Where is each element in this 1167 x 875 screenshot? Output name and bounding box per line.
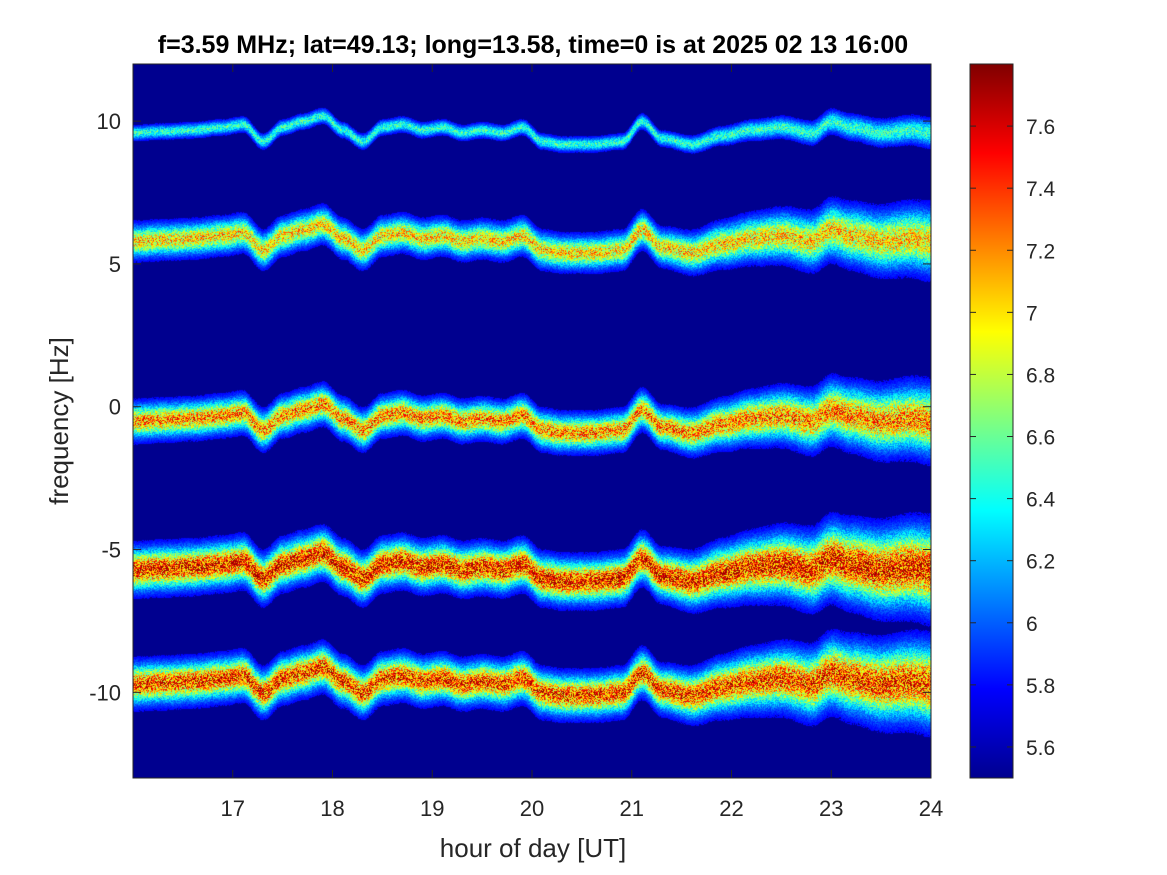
x-axis: 17 18 19 20 21 22 23 24 <box>221 64 943 821</box>
colorbar: 5.6 5.8 6 6.2 6.4 6.6 6.8 7 7.2 7.4 7.6 <box>969 63 1056 779</box>
y-tick-label: 10 <box>97 109 121 134</box>
x-tick-label: 19 <box>420 796 444 821</box>
y-axis: -10 -5 0 5 10 <box>89 109 931 705</box>
colorbar-ticks: 5.6 5.8 6 6.2 6.4 6.6 6.8 7 7.2 7.4 7.6 <box>970 116 1056 760</box>
chart-title: f=3.59 MHz; lat=49.13; long=13.58, time=… <box>158 31 908 59</box>
heatmap-container <box>133 64 931 778</box>
colorbar-tick-label: 6.8 <box>1026 364 1055 387</box>
colorbar-tick-label: 7.6 <box>1026 116 1055 139</box>
colorbar-tick-label: 6.6 <box>1026 427 1055 450</box>
y-tick-label: -10 <box>89 680 121 705</box>
colorbar-tick-label: 6.2 <box>1026 551 1055 574</box>
colorbar-tick-label: 5.6 <box>1026 737 1055 760</box>
x-tick-label: 17 <box>221 796 245 821</box>
y-tick-label: 5 <box>109 252 121 277</box>
colorbar-tick-label: 6.4 <box>1026 489 1056 512</box>
colorbar-gradient <box>970 64 1013 778</box>
colorbar-tick-label: 7.2 <box>1026 240 1055 263</box>
x-tick-label: 18 <box>320 796 344 821</box>
colorbar-tick-label: 5.8 <box>1026 675 1055 698</box>
x-axis-label: hour of day [UT] <box>440 833 626 863</box>
colorbar-frame <box>969 63 1014 779</box>
x-tick-label: 24 <box>919 796 943 821</box>
colorbar-tick-label: 6 <box>1026 613 1038 636</box>
y-axis-label: frequency [Hz] <box>44 337 74 505</box>
x-tick-label: 23 <box>819 796 843 821</box>
x-tick-label: 22 <box>719 796 743 821</box>
x-tick-label: 21 <box>620 796 644 821</box>
colorbar-tick-label: 7.4 <box>1026 178 1056 201</box>
y-tick-label: -5 <box>101 538 121 563</box>
x-tick-label: 20 <box>520 796 544 821</box>
y-tick-label: 0 <box>109 395 121 420</box>
heatmap-image <box>133 64 931 778</box>
plot-area <box>132 63 932 779</box>
colorbar-tick-label: 7 <box>1026 302 1038 325</box>
